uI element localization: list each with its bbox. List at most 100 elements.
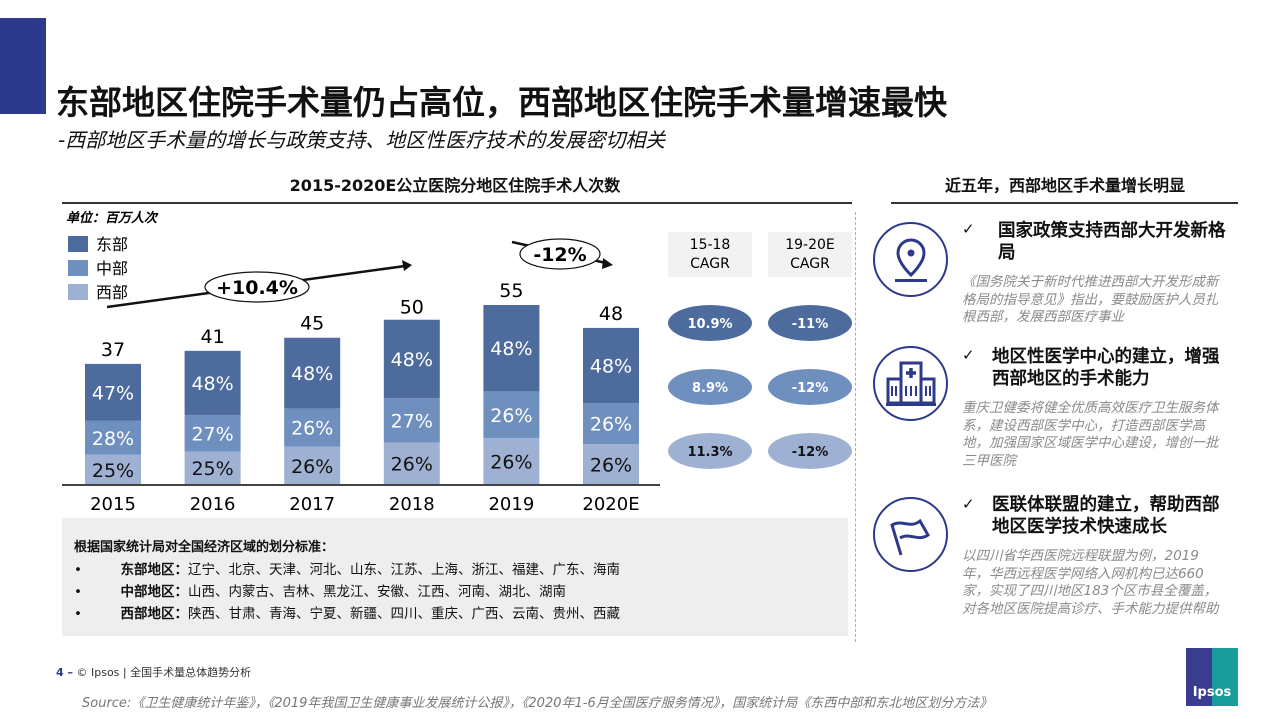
- legend-swatch: [68, 284, 88, 300]
- unit-label: 单位：百万人次: [66, 210, 159, 226]
- cagr-value: 11.3%: [687, 445, 732, 460]
- legend-label: 东部: [96, 235, 128, 254]
- page-subtitle: -西部地区手术量的增长与政策支持、地区性医疗技术的发展密切相关: [58, 128, 666, 152]
- check-icon: ✓: [962, 346, 975, 364]
- cagr-header-bg: [668, 232, 752, 277]
- side-item-desc: 重庆卫健委将健全优质高效医疗卫生服务体系，建设西部医学中心，打造西部医学高地，加…: [962, 400, 1219, 469]
- segment-share-label: 26%: [490, 405, 532, 427]
- ipsos-logo: Ipsos: [1186, 648, 1238, 706]
- bar-total-label: 37: [101, 339, 125, 361]
- segment-share-label: 48%: [391, 349, 433, 371]
- note-row-east: • 东部地区：辽宁、北京、天津、河北、山东、江苏、上海、浙江、福建、广东、海南: [74, 562, 620, 578]
- side-title: 近五年，西部地区手术量增长明显: [944, 176, 1185, 195]
- bar-segment-西部: [383, 442, 440, 485]
- cagr-oval: [768, 433, 852, 469]
- bar-total-label: 55: [499, 280, 523, 302]
- cagr-header: 15-18: [690, 237, 731, 253]
- side-item-desc: 《国务院关于新时代推进西部大开发形成新格局的指导意见》指出，要鼓励医护人员扎根西…: [962, 274, 1219, 325]
- side-item-desc: 以四川省华西医院远程联盟为例，2019年，华西远程医学网络入网机构已达660家，…: [962, 548, 1219, 617]
- chart-title: 2015-2020E公立医院分地区住院手术人次数: [289, 176, 621, 195]
- x-tick-label: 2020E: [582, 494, 639, 515]
- hospital-icon: [873, 346, 948, 421]
- segment-share-label: 48%: [490, 338, 532, 360]
- bar-segment-西部: [85, 454, 141, 485]
- cagr-oval: [668, 305, 752, 341]
- growth-down-annotation: -12%: [511, 238, 613, 270]
- cagr-table: 15-18 CAGR 19-20E CAGR 10.9% -11% 8.9% -12% 11.3…: [668, 232, 852, 469]
- bar-segment-东部: [284, 337, 341, 409]
- source-note: Source:《卫生健康统计年鉴》，《2019年我国卫生健康事业发展统计公报》，…: [82, 696, 993, 711]
- bar-total-label: 45: [300, 313, 324, 335]
- segment-share-label: 26%: [590, 455, 632, 477]
- chart-title-rule: [62, 202, 852, 204]
- cagr-header-bg: [768, 232, 852, 277]
- bar-segment-中部: [284, 408, 341, 447]
- growth-up-annotation: +10.4%: [106, 260, 412, 309]
- cagr-oval: [768, 305, 852, 341]
- growth-up-label: +10.4%: [216, 277, 298, 299]
- bar-total-label: 41: [201, 326, 225, 348]
- bar-segment-中部: [583, 403, 639, 445]
- segment-share-label: 48%: [191, 373, 233, 395]
- region-definition-note: 根据国家统计局对全国经济区域的划分标准： • 东部地区：辽宁、北京、天津、河北、山…: [62, 518, 848, 636]
- bar-total-label: 50: [400, 296, 424, 318]
- bar-segment-中部: [383, 398, 440, 443]
- segment-share-label: 47%: [92, 382, 134, 404]
- segment-share-label: 25%: [92, 460, 134, 482]
- side-title-rule: [891, 202, 1238, 204]
- check-icon: ✓: [962, 220, 975, 238]
- bar-segment-东部: [184, 350, 241, 416]
- segment-share-label: 48%: [291, 363, 333, 385]
- x-tick-label: 2018: [389, 494, 435, 515]
- cagr-value: -12%: [792, 445, 829, 460]
- cagr-oval: [768, 369, 852, 405]
- side-item-heading: 地区性医学中心的建立，增强西部地区的手术能力: [992, 347, 1220, 389]
- bar-total-label: 48: [599, 303, 623, 325]
- side-item-heading: 国家政策支持西部大开发新格局: [998, 221, 1226, 263]
- x-tick-label: 2015: [90, 494, 136, 515]
- footer: 4 – © Ipsos | 全国手术量总体趋势分析: [56, 664, 251, 680]
- cagr-value: -11%: [792, 317, 829, 332]
- segment-share-label: 25%: [191, 458, 233, 480]
- check-icon: ✓: [962, 495, 975, 513]
- bar-segment-东部: [383, 319, 440, 399]
- bar-segment-西部: [284, 446, 341, 485]
- bar-segment-中部: [483, 391, 540, 439]
- segment-share-label: 27%: [191, 423, 233, 445]
- corner-accent: [0, 18, 46, 114]
- cagr-header: CAGR: [690, 256, 730, 272]
- note-row-west: • 西部地区：陕西、甘肃、青海、宁夏、新疆、四川、重庆、广西、云南、贵州、西藏: [74, 606, 620, 622]
- growth-down-label: -12%: [533, 244, 586, 266]
- bar-segment-西部: [483, 438, 540, 485]
- bar-segment-东部: [483, 305, 540, 392]
- note-heading: 根据国家统计局对全国经济区域的划分标准：: [74, 540, 335, 555]
- bar-segment-西部: [184, 451, 241, 485]
- legend-label: 西部: [96, 283, 128, 302]
- segment-share-label: 26%: [291, 418, 333, 440]
- side-item-heading: 医联体联盟的建立，帮助西部地区医学技术快速成长: [992, 495, 1220, 537]
- segment-share-label: 26%: [490, 452, 532, 474]
- footer-brand: © Ipsos | 全国手术量总体趋势分析: [76, 666, 252, 679]
- cagr-oval: [668, 369, 752, 405]
- cagr-value: -12%: [792, 381, 829, 396]
- note-row-central: • 中部地区：山西、内蒙古、吉林、黑龙江、安徽、江西、河南、湖北、湖南: [74, 584, 566, 600]
- bar-segment-东部: [583, 327, 639, 404]
- bars: 25% 28% 47% 37 2015 25% 27% 48% 41 2016 26% 26% 48% 4…: [85, 280, 640, 515]
- segment-share-label: 28%: [92, 428, 134, 450]
- cagr-header: 19-20E: [785, 237, 835, 253]
- bar-segment-西部: [583, 444, 639, 485]
- cagr-header: CAGR: [790, 256, 830, 272]
- cagr-value: 8.9%: [692, 381, 728, 396]
- bar-segment-中部: [85, 420, 141, 455]
- segment-share-label: 26%: [590, 414, 632, 436]
- segment-share-label: 48%: [590, 356, 632, 378]
- legend-swatch: [68, 260, 88, 276]
- divider: [855, 212, 856, 642]
- flag-icon: [873, 497, 948, 572]
- cagr-value: 10.9%: [687, 317, 732, 332]
- cagr-oval: [668, 433, 752, 469]
- map-pin-icon: [873, 222, 948, 297]
- page-title: 东部地区住院手术量仍占高位，西部地区住院手术量增速最快: [56, 83, 947, 122]
